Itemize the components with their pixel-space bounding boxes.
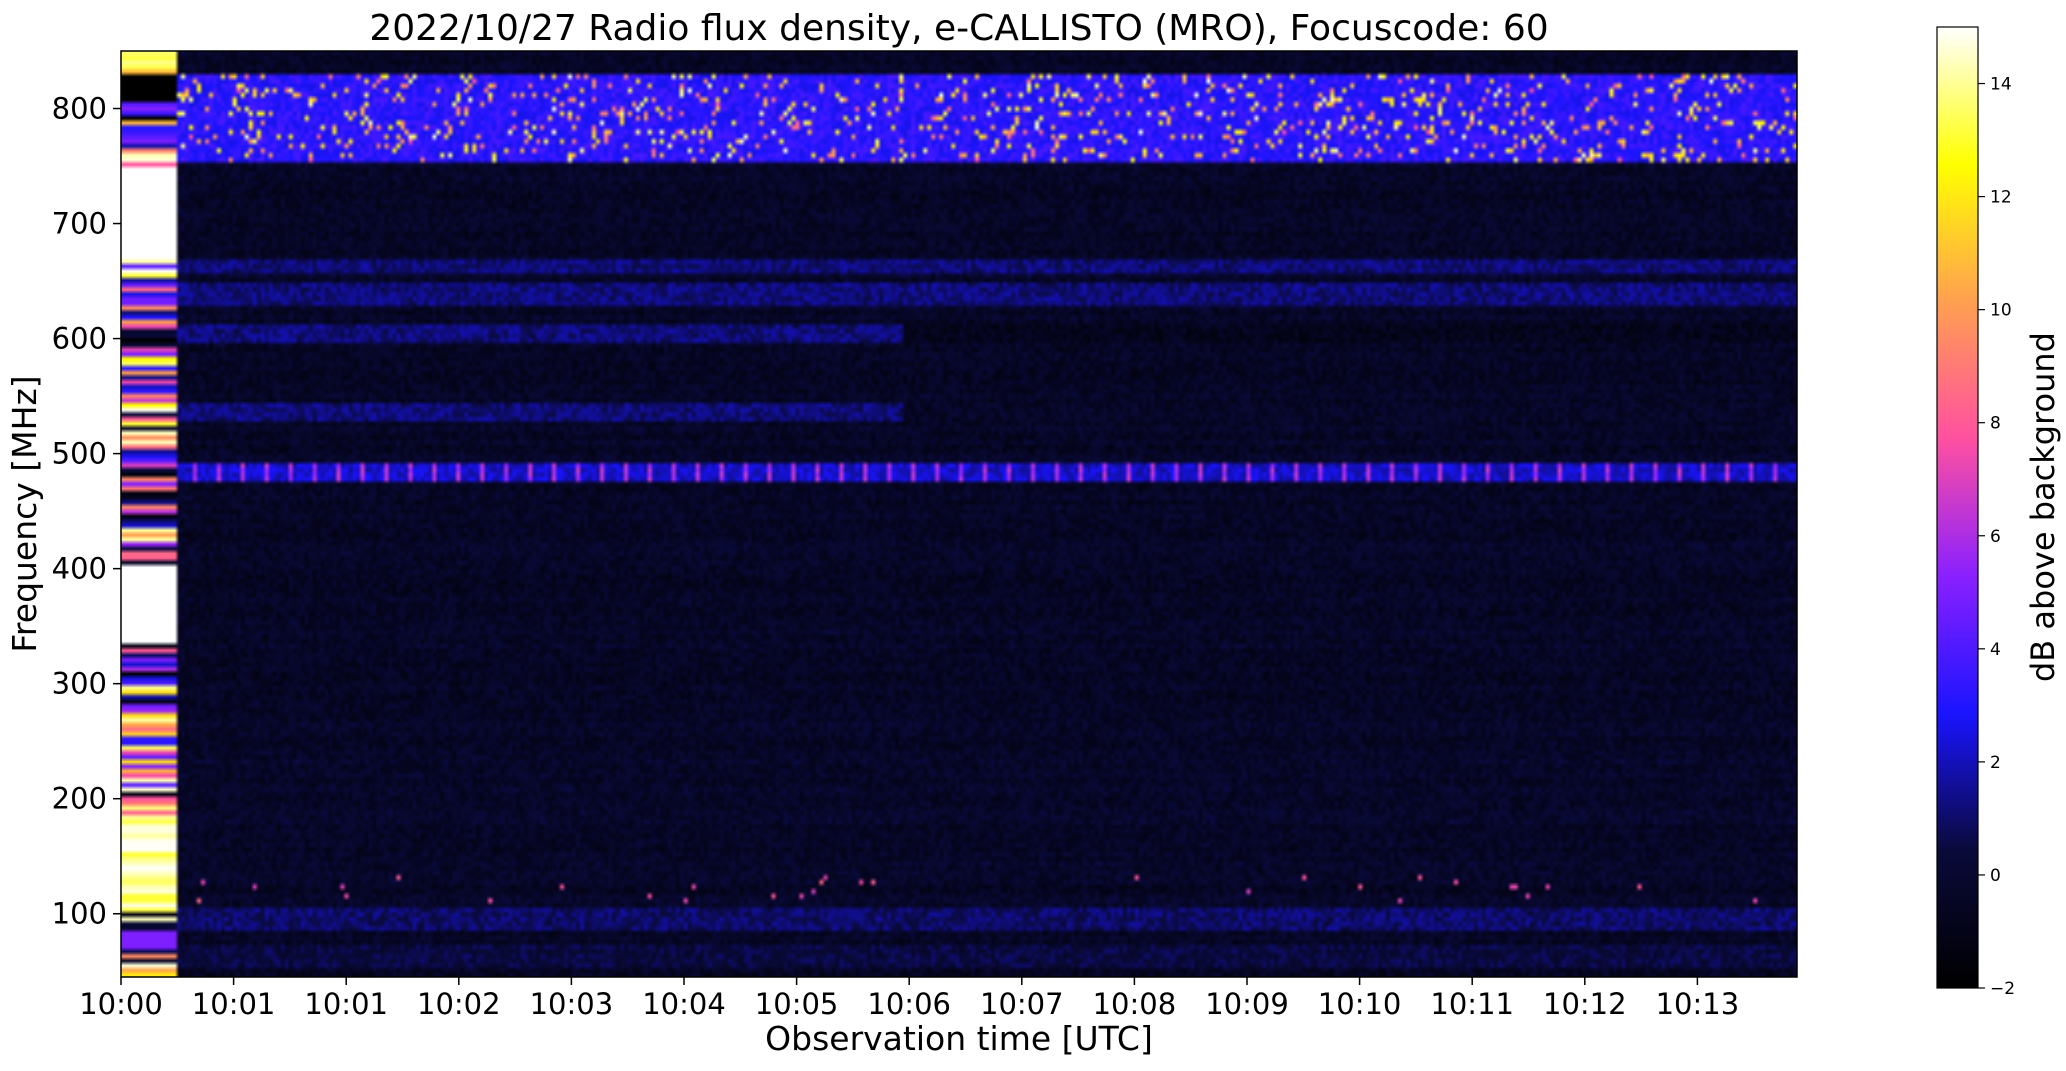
y-axis: 100 200 300 400 500 600 700 800: [52, 92, 121, 931]
y-tick-label: 800: [52, 92, 107, 126]
colorbar-tick-label: 12: [1990, 188, 2012, 208]
colorbar-label: dB above background: [2024, 332, 2062, 682]
colorbar-tick-label: 8: [1990, 414, 2001, 434]
plot-frame: [120, 50, 1798, 978]
x-tick-label: 10:03: [530, 987, 614, 1021]
y-tick-label: 600: [52, 322, 107, 356]
colorbar-tick-label: 0: [1990, 866, 2001, 886]
y-tick-label: 200: [52, 782, 107, 816]
colorbar-tick-label: 6: [1990, 527, 2001, 547]
colorbar-tick-label: 2: [1990, 753, 2001, 773]
heatmap-cells: [121, 51, 1797, 977]
x-tick-label: 10:00: [79, 987, 163, 1021]
x-tick-label: 10:04: [642, 987, 726, 1021]
x-tick-label: 10:05: [755, 987, 839, 1021]
x-tick-label: 10:06: [867, 987, 951, 1021]
x-tick-label: 10:01: [192, 987, 276, 1021]
x-tick-label: 10:08: [1093, 987, 1177, 1021]
x-tick-label: 10:01: [304, 987, 388, 1021]
spectrogram-heatmap: [121, 51, 1797, 977]
chart-title: 2022/10/27 Radio flux density, e-CALLIST…: [369, 8, 1548, 49]
y-tick-label: 400: [52, 552, 107, 586]
colorbar: [1936, 26, 1979, 989]
colorbar-tick-label: 4: [1990, 640, 2001, 660]
x-tick-label: 10:07: [980, 987, 1064, 1021]
y-axis-label: Frequency [MHz]: [5, 375, 44, 652]
y-tick-label: 300: [52, 667, 107, 701]
x-axis: 10:00 10:01 10:01 10:02 10:03 10:04 10:05 10:06…: [79, 977, 1739, 1021]
x-tick-label: 10:13: [1656, 987, 1740, 1021]
x-tick-label: 10:11: [1430, 987, 1514, 1021]
x-tick-label: 10:02: [417, 987, 501, 1021]
x-tick-label: 10:09: [1205, 987, 1289, 1021]
x-tick-label: 10:10: [1318, 987, 1402, 1021]
y-tick-label: 700: [52, 207, 107, 241]
x-tick-label: 10:12: [1543, 987, 1627, 1021]
colorbar-tick-label: −2: [1990, 979, 2015, 999]
y-tick-label: 100: [52, 897, 107, 931]
colorbar-tick-label: 14: [1990, 75, 2012, 95]
colorbar-tick-label: 10: [1990, 301, 2012, 321]
colorbar-ticks: −2 0 2 4 6 8 10 12 14: [1978, 75, 2015, 999]
y-tick-label: 500: [52, 437, 107, 471]
x-axis-label: Observation time [UTC]: [765, 1019, 1153, 1058]
